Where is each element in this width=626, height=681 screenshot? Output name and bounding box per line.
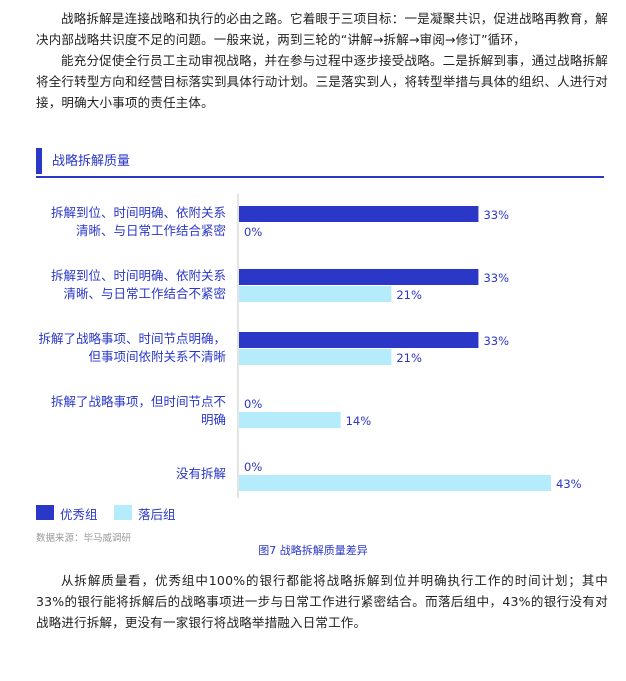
data-label: 33% [483, 271, 509, 285]
section-accent-bar [36, 148, 42, 174]
bar-lagging [239, 286, 392, 302]
bar-excellent [239, 206, 479, 222]
category-label: 拆解到位、时间明确、依附关系清晰、与日常工作结合不紧密 [51, 268, 226, 301]
category-label: 没有拆解 [176, 466, 226, 481]
conclusion-paragraph: 从拆解质量看，优秀组中100%的银行都能将战略拆解到位并明确执行工作的时间计划；… [36, 573, 608, 630]
bar-lagging [239, 349, 392, 365]
data-label: 43% [556, 477, 582, 491]
category-label: 拆解了战略事项，但时间节点不明确 [51, 394, 226, 427]
data-label: 0% [244, 397, 262, 411]
second-paragraph: 能充分促使全行员工主动审视战略，并在参与过程中逐步接受战略。二是拆解到事，通过战… [36, 53, 608, 110]
data-label: 0% [244, 225, 262, 239]
data-label: 33% [483, 334, 509, 348]
strategy-decomposition-chart: 拆解到位、时间明确、依附关系清晰、与日常工作结合紧密 33% 0% 拆解到位、时间明确… [38, 194, 582, 498]
bar-excellent [239, 332, 479, 348]
data-label: 0% [244, 460, 262, 474]
legend-label-excellent: 优秀组 [60, 507, 98, 522]
legend-swatch-lagging [114, 505, 132, 520]
data-label: 14% [346, 414, 372, 428]
data-source: 数据来源：毕马威调研 [36, 533, 132, 544]
section-header: 战略拆解质量 [36, 146, 604, 178]
legend-swatch-excellent [36, 505, 54, 520]
legend-label-lagging: 落后组 [138, 507, 176, 522]
figure-caption: 图7 战略拆解质量差异 [258, 544, 368, 557]
category-label: 拆解了战略事项、时间节点明确，但事项间依附关系不清晰 [38, 331, 226, 364]
data-label: 21% [396, 351, 422, 365]
bar-excellent [239, 269, 479, 285]
section-title: 战略拆解质量 [52, 154, 131, 169]
data-label: 21% [396, 288, 422, 302]
bar-lagging [239, 475, 551, 491]
intro-paragraph: 战略拆解是连接战略和执行的必由之路。它着眼于三项目标：一是凝聚共识，促进战略再教… [36, 11, 608, 47]
bar-lagging [239, 412, 341, 428]
data-label: 33% [483, 208, 509, 222]
category-label: 拆解到位、时间明确、依附关系清晰、与日常工作结合紧密 [51, 205, 226, 238]
